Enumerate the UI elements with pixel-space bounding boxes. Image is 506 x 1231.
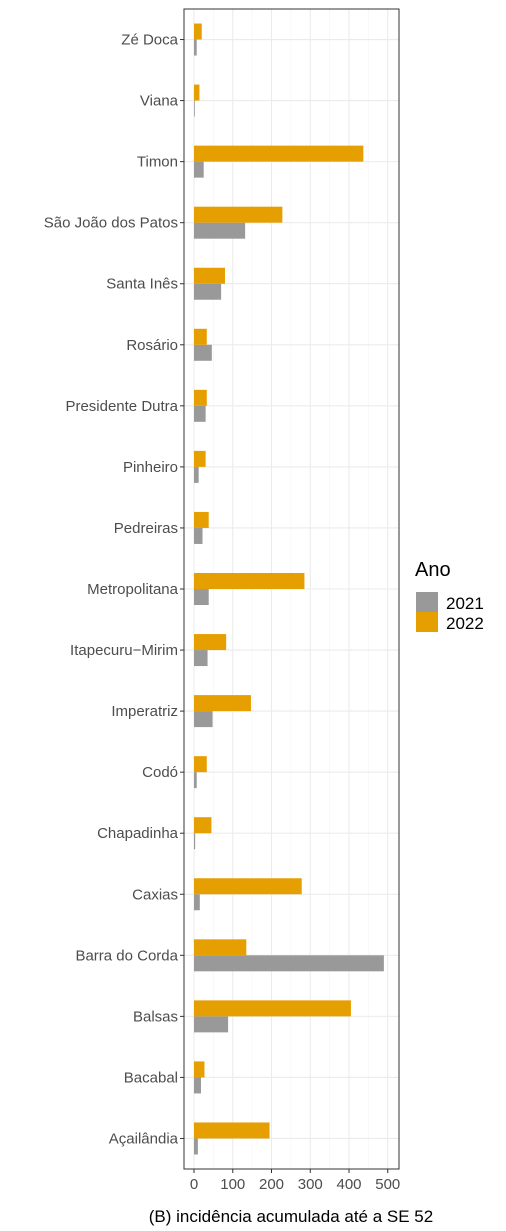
legend-key-2022 <box>416 612 438 632</box>
y-tick-label: Pinheiro <box>123 459 178 476</box>
y-tick-label: Viana <box>140 93 179 110</box>
bar-2021-6 <box>194 772 197 789</box>
legend-title: Ano <box>415 559 451 581</box>
y-tick-label: Bacabal <box>124 1069 178 1086</box>
bar-2021-0 <box>194 1138 198 1155</box>
legend-label-2022: 2022 <box>446 614 484 633</box>
y-tick-label: Barra do Corda <box>75 947 178 964</box>
bar-2021-13 <box>194 344 212 361</box>
bar-2021-4 <box>194 894 200 911</box>
bar-2022-13 <box>194 328 207 345</box>
bar-2022-12 <box>194 389 207 406</box>
y-axis: Açailândia Bacabal Balsas Barra do Corda Cax… <box>44 32 184 1147</box>
bar-2021-10 <box>194 527 203 544</box>
y-tick-label: Balsas <box>133 1008 178 1025</box>
y-tick-label: Chapadinha <box>97 825 179 842</box>
x-tick-label: 400 <box>336 1176 361 1193</box>
x-tick-label: 300 <box>298 1176 323 1193</box>
bar-2021-15 <box>194 222 246 239</box>
bar-2021-17 <box>194 100 195 117</box>
bar-2022-3 <box>194 939 247 956</box>
bar-2021-8 <box>194 650 208 667</box>
bar-2022-10 <box>194 511 209 528</box>
bar-2022-5 <box>194 817 212 834</box>
x-tick-label: 200 <box>259 1176 284 1193</box>
bars <box>194 23 384 1155</box>
bar-2022-15 <box>194 206 283 223</box>
y-tick-label: Zé Doca <box>121 32 178 49</box>
y-tick-label: São João dos Patos <box>44 215 178 232</box>
bar-2022-16 <box>194 145 364 162</box>
bar-2022-7 <box>194 695 251 712</box>
bar-2022-8 <box>194 634 227 651</box>
bar-2022-0 <box>194 1122 270 1139</box>
y-tick-label: Codó <box>142 764 178 781</box>
y-tick-label: Caxias <box>132 886 178 903</box>
x-tick-label: 100 <box>220 1176 245 1193</box>
bar-2022-17 <box>194 84 200 101</box>
bar-2022-14 <box>194 267 225 284</box>
y-tick-label: Presidente Dutra <box>65 398 178 415</box>
y-tick-label: Imperatriz <box>111 703 178 720</box>
bar-2021-5 <box>194 833 196 850</box>
y-tick-label: Santa Inês <box>106 276 178 293</box>
bar-2022-4 <box>194 878 302 895</box>
bar-2021-18 <box>194 39 197 56</box>
y-tick-label: Timon <box>137 154 178 171</box>
y-tick-label: Metropolitana <box>87 581 179 598</box>
x-tick-label: 0 <box>190 1176 198 1193</box>
y-tick-label: Rosário <box>126 337 178 354</box>
bar-2021-1 <box>194 1077 201 1094</box>
y-tick-label: Itapecuru−Mirim <box>70 642 178 659</box>
bar-2021-11 <box>194 466 199 483</box>
y-tick-label: Açailândia <box>109 1130 179 1147</box>
x-axis: 0 100 200 300 400 500 <box>190 1169 400 1193</box>
legend: Ano 2021 2022 <box>415 559 484 633</box>
bar-2021-14 <box>194 283 222 300</box>
bar-2022-18 <box>194 23 202 40</box>
x-axis-title: (B) incidência acumulada até a SE 52 <box>149 1207 433 1226</box>
bar-2021-3 <box>194 955 384 972</box>
y-tick-label: Pedreiras <box>114 520 178 537</box>
bar-2021-7 <box>194 711 213 728</box>
bar-2022-2 <box>194 1000 351 1017</box>
x-tick-label: 500 <box>375 1176 400 1193</box>
bar-2021-2 <box>194 1016 229 1033</box>
bar-2022-11 <box>194 450 206 467</box>
bar-2022-9 <box>194 573 305 589</box>
bar-2021-9 <box>194 589 209 605</box>
grid <box>184 9 399 1169</box>
legend-label-2021: 2021 <box>446 594 484 613</box>
bar-2022-6 <box>194 756 207 773</box>
bar-2021-12 <box>194 405 206 422</box>
bar-2021-16 <box>194 161 204 178</box>
legend-key-2021 <box>416 592 438 612</box>
bar-2022-1 <box>194 1061 205 1078</box>
